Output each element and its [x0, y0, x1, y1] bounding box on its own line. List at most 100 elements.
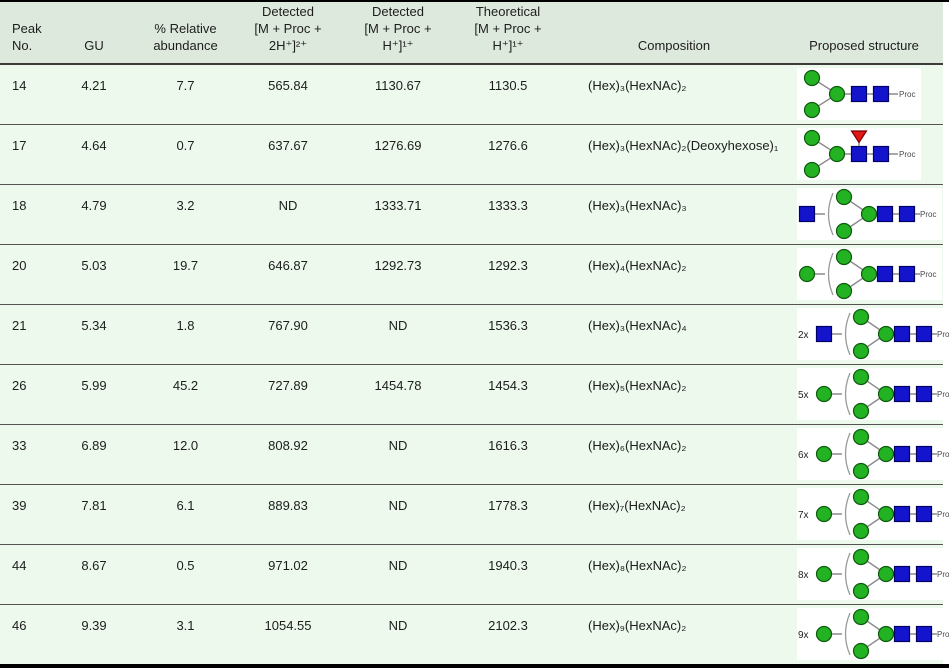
cell-st: Proc	[785, 64, 943, 124]
cell-m1h: ND	[343, 483, 453, 544]
cell-ab: 45.2	[138, 363, 233, 424]
cell-m2h: 808.92	[233, 423, 343, 484]
cell-comp: (Hex)₅(HexNAc)₂	[563, 363, 785, 424]
column-header-gu: GU	[50, 2, 138, 65]
column-header-m2h: Detected [M + Proc + 2H⁺]²⁺	[233, 2, 343, 65]
column-header-comp: Composition	[563, 2, 785, 65]
hexnac-icon	[876, 265, 894, 283]
hexose-icon	[803, 161, 821, 179]
table-row-peak-26: 26 5.99 45.2 727.89 1454.78 1454.3 (Hex)₅(HexN…	[0, 363, 949, 424]
table-row-peak-46: 46 9.39 3.1 1054.55 ND 2102.3 (Hex)₉(HexNAc)₂ 9…	[0, 603, 949, 664]
cell-th: 1536.3	[453, 303, 563, 364]
multiplier-label: 7x	[798, 510, 809, 521]
cell-st: Proc	[785, 183, 943, 244]
glycan-structure: Proc	[797, 128, 921, 180]
bracket-icon	[844, 552, 851, 596]
cell-comp: (Hex)₆(HexNAc)₂	[563, 423, 785, 484]
cell-m2h: 646.87	[233, 243, 343, 304]
hexnac-icon	[872, 145, 890, 163]
cell-ab: 12.0	[138, 423, 233, 484]
cell-comp: (Hex)₃(HexNAc)₄	[563, 303, 785, 364]
cell-peak: 21	[0, 303, 50, 364]
hexose-icon	[852, 462, 870, 480]
hexose-icon	[852, 428, 870, 446]
glycan-structure: Proc	[797, 248, 942, 300]
hexnac-icon	[898, 265, 916, 283]
multiplier-label: 9x	[798, 630, 809, 641]
cell-peak: 20	[0, 243, 50, 304]
cell-m2h: ND	[233, 183, 343, 244]
hexose-icon	[852, 548, 870, 566]
cell-gu: 5.99	[50, 363, 138, 424]
hexnac-icon	[798, 205, 816, 223]
bracket-icon	[844, 312, 851, 356]
table-row-peak-17: 17 4.64 0.7 637.67 1276.69 1276.6 (Hex)₃(HexNA…	[0, 123, 943, 184]
cell-st: 2x Proc	[785, 303, 949, 364]
cell-peak: 33	[0, 423, 50, 484]
cell-ab: 7.7	[176, 78, 195, 93]
glycan-structure: 6x Proc	[797, 428, 949, 480]
cell-ab: 0.7	[138, 123, 233, 184]
table-header: Peak No. GU% Relative abundance Detected […	[0, 2, 943, 65]
hexose-icon	[852, 643, 870, 660]
hexnac-icon	[893, 385, 911, 403]
cell-st: 9x Proc	[785, 603, 949, 664]
hexose-icon	[877, 445, 895, 463]
column-header-peak: Peak No.	[0, 2, 50, 65]
multiplier-label: 5x	[798, 390, 809, 401]
hexose-icon	[798, 265, 816, 283]
cell-th: 1276.6	[453, 123, 563, 184]
proc-label: Proc	[899, 90, 915, 99]
hexnac-icon	[915, 626, 933, 643]
cell-m1h: ND	[343, 303, 453, 364]
table-row-peak-18: 18 4.79 3.2 ND 1333.71 1333.3 (Hex)₃(HexNAc)₃ P…	[0, 183, 943, 244]
bracket-icon	[844, 372, 851, 416]
cell-th: 1454.3	[453, 363, 563, 424]
cell-m1h: ND	[343, 423, 453, 484]
multiplier-label: 2x	[798, 330, 809, 341]
hexnac-icon	[893, 325, 911, 343]
proc-label: Proc	[899, 150, 915, 159]
hexose-icon	[835, 222, 853, 240]
hexose-icon	[877, 505, 895, 523]
cell-peak: 46	[0, 603, 50, 664]
table-row-peak-33: 33 6.89 12.0 808.92 ND 1616.3 (Hex)₆(HexNAc)₂ 6…	[0, 423, 949, 484]
hexnac-icon	[850, 145, 868, 163]
cell-m2h: 1054.55	[233, 603, 343, 664]
hexose-icon	[815, 385, 833, 403]
cell-th: 1616.3	[453, 423, 563, 484]
cell-peak: 26	[0, 363, 50, 424]
cell-m2h: 727.89	[233, 363, 343, 424]
hexose-icon	[852, 402, 870, 420]
hexose-icon	[877, 325, 895, 343]
proc-label: Proc	[920, 210, 936, 219]
hexose-icon	[877, 385, 895, 403]
bottom-border-rule	[0, 664, 949, 668]
hexose-icon	[877, 626, 895, 643]
cell-comp: (Hex)₉(HexNAc)₂	[563, 603, 785, 664]
cell-st: Proc	[785, 123, 943, 184]
hexnac-icon	[876, 205, 894, 223]
hexose-icon	[860, 265, 878, 283]
cell-st: 8x Proc	[785, 543, 949, 604]
hexose-icon	[803, 102, 821, 119]
cell-comp: (Hex)₃(HexNAc)₂	[588, 78, 687, 93]
table-row-peak-39: 39 7.81 6.1 889.83 ND 1778.3 (Hex)₇(HexNAc)₂ 7x…	[0, 483, 949, 544]
hexnac-icon	[898, 205, 916, 223]
cell-th: 1778.3	[453, 483, 563, 544]
multiplier-label: 6x	[798, 450, 809, 461]
hexose-icon	[835, 282, 853, 300]
hexose-icon	[852, 488, 870, 506]
cell-ab: 0.5	[138, 543, 233, 604]
cell-ab: 3.2	[138, 183, 233, 244]
bracket-icon	[844, 492, 851, 536]
glycan-structure: 9x Proc	[797, 608, 949, 661]
bracket-icon	[844, 432, 851, 476]
cell-peak: 14	[12, 78, 27, 93]
hexnac-icon	[893, 565, 911, 583]
cell-m2h: 971.02	[233, 543, 343, 604]
bracket-icon	[827, 252, 834, 296]
cell-st: 6x Proc	[785, 423, 949, 484]
cell-m2h: 637.67	[233, 123, 343, 184]
cell-th: 2102.3	[453, 603, 563, 664]
